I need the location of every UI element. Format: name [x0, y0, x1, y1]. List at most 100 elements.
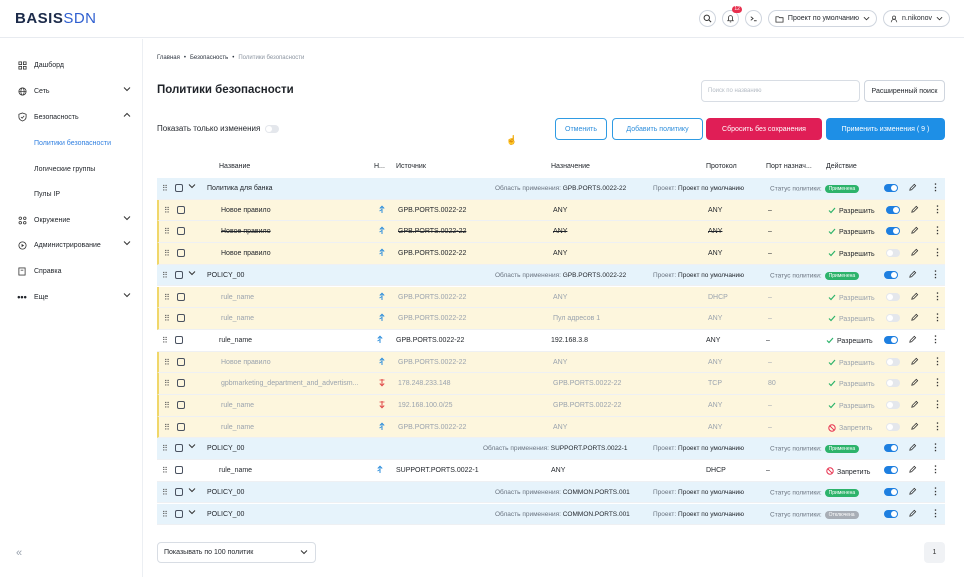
col-protocol[interactable]: Протокол — [706, 163, 737, 170]
edit-pencil-icon[interactable] — [908, 183, 917, 194]
more-vertical-icon[interactable]: ⋮ — [931, 268, 940, 279]
drag-handle-icon[interactable]: ⠿ — [162, 487, 168, 497]
sidebar-item-environment[interactable]: Окружение — [0, 210, 143, 230]
cancel-button[interactable]: Отменить — [555, 118, 607, 140]
page-size-select[interactable]: Показывать по 100 политик — [157, 542, 316, 563]
edit-pencil-icon[interactable] — [910, 205, 919, 216]
rule-row[interactable]: ⠿ rule_name SUPPORT.PORTS.0022-1 ANY DHCP – За… — [157, 460, 945, 482]
edit-pencil-icon[interactable] — [910, 422, 919, 433]
enable-toggle[interactable] — [884, 509, 898, 518]
sidebar-item-administration[interactable]: Администрирование — [0, 235, 143, 255]
policy-group-row[interactable]: ⠿ Политика для банка Область применения: G… — [157, 178, 945, 200]
row-checkbox[interactable] — [175, 444, 183, 453]
edit-pencil-icon[interactable] — [908, 443, 917, 454]
more-vertical-icon[interactable]: ⋮ — [933, 247, 942, 258]
enable-toggle[interactable] — [884, 466, 898, 475]
enable-toggle[interactable] — [884, 487, 898, 496]
rule-row[interactable]: ⠿ gpbmarketing_department_and_advertism..… — [157, 373, 945, 395]
row-checkbox[interactable] — [177, 249, 185, 258]
enable-toggle[interactable] — [886, 357, 900, 366]
row-checkbox[interactable] — [177, 314, 185, 323]
apply-changes-button[interactable]: Применить изменения ( 9 ) — [826, 118, 945, 140]
more-vertical-icon[interactable]: ⋮ — [931, 464, 940, 475]
more-vertical-icon[interactable]: ⋮ — [931, 333, 940, 344]
rule-row[interactable]: ⠿ rule_name GPB.PORTS.0022-22 ANY ANY – Запрет… — [157, 416, 945, 439]
more-vertical-icon[interactable]: ⋮ — [933, 225, 942, 236]
collapse-sidebar-icon[interactable]: « — [16, 547, 23, 559]
col-source[interactable]: Источник — [396, 163, 426, 170]
chevron-down-icon[interactable] — [188, 443, 196, 451]
pagination-page[interactable]: 1 — [924, 542, 945, 563]
user-menu[interactable]: n.nikonov — [883, 10, 950, 27]
terminal-button[interactable] — [744, 10, 762, 27]
project-selector[interactable]: Проект по умолчанию — [767, 10, 878, 27]
col-n[interactable]: Н... — [374, 163, 385, 170]
rule-row[interactable]: ⠿ rule_name GPB.PORTS.0022-22 192.168.3.8 AN… — [157, 329, 945, 352]
more-vertical-icon[interactable]: ⋮ — [931, 507, 940, 518]
rule-row[interactable]: ⠿ Новое правило GPB.PORTS.0022-22 ANY ANY – Ра… — [157, 221, 945, 244]
edit-pencil-icon[interactable] — [910, 292, 919, 303]
enable-toggle[interactable] — [884, 270, 898, 279]
edit-pencil-icon[interactable] — [910, 357, 919, 368]
enable-toggle[interactable] — [886, 314, 900, 323]
row-checkbox[interactable] — [177, 357, 185, 366]
more-vertical-icon[interactable]: ⋮ — [931, 182, 940, 192]
only-changes-toggle[interactable] — [265, 124, 280, 133]
drag-handle-icon[interactable]: ⠿ — [164, 422, 170, 432]
enable-toggle[interactable] — [886, 422, 900, 431]
edit-pencil-icon[interactable] — [910, 248, 919, 259]
app-logo[interactable]: BASISSDN — [15, 10, 97, 27]
more-vertical-icon[interactable]: ⋮ — [931, 485, 940, 496]
edit-pencil-icon[interactable] — [908, 270, 917, 281]
sidebar-item-help[interactable]: Справка — [0, 261, 143, 281]
rule-row[interactable]: ⠿ Новое правило GPB.PORTS.0022-22 ANY ANY – Ра… — [157, 243, 945, 265]
sidebar-item-ip-pools[interactable]: Пулы IP — [34, 190, 61, 198]
col-destination[interactable]: Назначение — [551, 163, 590, 170]
sidebar-item-security[interactable]: Безопасность — [0, 107, 143, 127]
rule-row[interactable]: ⠿ Новое правило GPB.PORTS.0022-22 ANY ANY – Ра… — [157, 351, 945, 374]
row-checkbox[interactable] — [175, 184, 183, 192]
breadcrumb-security[interactable]: Безопасность — [189, 55, 229, 61]
sidebar-item-dashboard[interactable]: Дашборд — [0, 55, 143, 75]
drag-handle-icon[interactable]: ⠿ — [162, 270, 168, 280]
search-input[interactable]: Поиск по названию — [701, 80, 860, 102]
more-vertical-icon[interactable]: ⋮ — [931, 442, 940, 453]
edit-pencil-icon[interactable] — [908, 487, 917, 498]
more-vertical-icon[interactable]: ⋮ — [933, 355, 942, 366]
breadcrumb-home[interactable]: Главная — [157, 55, 180, 61]
row-checkbox[interactable] — [175, 509, 183, 518]
rule-row[interactable]: ⠿ rule_name 192.168.100.0/25 GPB.PORTS.0022… — [157, 395, 945, 417]
edit-pencil-icon[interactable] — [908, 465, 917, 476]
chevron-down-icon[interactable] — [188, 183, 196, 191]
row-checkbox[interactable] — [175, 335, 183, 344]
drag-handle-icon[interactable]: ⠿ — [164, 292, 170, 302]
col-port[interactable]: Порт назнач... — [766, 163, 812, 170]
policy-group-row[interactable]: ⠿ POLICY_00 Область применения: GPB.PORTS.… — [157, 264, 945, 287]
sidebar-item-security-policies[interactable]: Политики безопасности — [34, 139, 112, 147]
drag-handle-icon[interactable]: ⠿ — [164, 205, 170, 215]
row-checkbox[interactable] — [177, 401, 185, 409]
drag-handle-icon[interactable]: ⠿ — [162, 444, 168, 454]
edit-pencil-icon[interactable] — [910, 313, 919, 324]
drag-handle-icon[interactable]: ⠿ — [162, 335, 168, 345]
policy-group-row[interactable]: ⠿ POLICY_00 Область применения: COMMON.POR… — [157, 503, 945, 526]
row-checkbox[interactable] — [177, 205, 185, 214]
more-vertical-icon[interactable]: ⋮ — [933, 399, 942, 409]
enable-toggle[interactable] — [886, 379, 900, 388]
enable-toggle[interactable] — [886, 292, 900, 301]
row-checkbox[interactable] — [175, 270, 183, 279]
enable-toggle[interactable] — [884, 335, 898, 344]
policy-group-row[interactable]: ⠿ POLICY_00 Область применения: COMMON.POR… — [157, 481, 945, 504]
sidebar-item-network[interactable]: Сеть — [0, 81, 143, 101]
row-checkbox[interactable] — [175, 487, 183, 496]
enable-toggle[interactable] — [886, 227, 900, 236]
drag-handle-icon[interactable]: ⠿ — [162, 184, 168, 193]
sidebar-item-logical-groups[interactable]: Логические группы — [34, 165, 96, 173]
rule-row[interactable]: ⠿ rule_name GPB.PORTS.0022-22 ANY DHCP – Разре… — [157, 286, 945, 309]
chevron-down-icon[interactable] — [188, 509, 196, 517]
edit-pencil-icon[interactable] — [908, 509, 917, 520]
more-vertical-icon[interactable]: ⋮ — [933, 312, 942, 323]
rule-row[interactable]: ⠿ Новое правило GPB.PORTS.0022-22 ANY ANY – Ра… — [157, 199, 945, 222]
row-checkbox[interactable] — [177, 292, 185, 301]
enable-toggle[interactable] — [884, 444, 898, 453]
